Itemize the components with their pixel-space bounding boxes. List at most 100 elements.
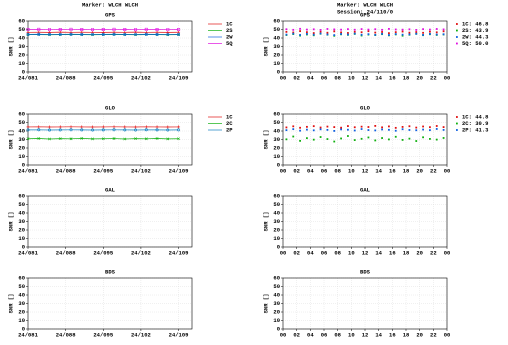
point-marker xyxy=(101,128,105,132)
point-marker xyxy=(155,28,159,31)
scatter-point xyxy=(340,137,342,140)
scatter-point xyxy=(401,28,404,31)
legend-label: 2S xyxy=(226,27,233,34)
point-marker xyxy=(101,137,105,141)
scatter-point xyxy=(435,125,438,127)
y-axis-label: SNR [] xyxy=(262,212,269,232)
scatter-point xyxy=(422,128,424,131)
scatter-point xyxy=(306,31,308,34)
point-marker xyxy=(177,128,181,132)
y-tick-label: 0 xyxy=(22,68,25,75)
y-tick-label: 0 xyxy=(277,243,280,250)
x-tick-label: 16 xyxy=(389,249,396,256)
scatter-point xyxy=(319,30,322,33)
scatter-point xyxy=(299,27,301,30)
scatter-point xyxy=(381,28,383,31)
y-tick-label: 0 xyxy=(22,243,25,250)
point-marker xyxy=(91,128,95,132)
x-tick-label: 10 xyxy=(348,167,355,174)
y-tick-label: 30 xyxy=(18,136,25,143)
scatter-point xyxy=(292,128,295,131)
scatter-point xyxy=(422,28,424,31)
point-marker xyxy=(26,32,30,36)
scatter-point xyxy=(292,125,295,128)
point-marker xyxy=(69,128,73,132)
legend-label: 2S: 43.9 xyxy=(462,27,488,34)
x-tick-label: 06 xyxy=(321,167,328,174)
scatter-point xyxy=(312,138,315,141)
scatter-point xyxy=(408,129,411,131)
scatter-point xyxy=(381,32,383,35)
point-marker xyxy=(58,128,62,132)
chart-title: GPS xyxy=(105,11,116,18)
scatter-point xyxy=(415,31,418,33)
scatter-point xyxy=(306,33,308,35)
y-tick-label: 50 xyxy=(18,201,25,208)
scatter-point xyxy=(326,125,329,128)
plot-frame xyxy=(282,20,448,73)
scatter-point xyxy=(285,28,288,31)
point-marker xyxy=(58,28,62,31)
point-marker xyxy=(166,137,170,141)
legend-label: 1C: 44.8 xyxy=(462,113,489,120)
scatter-point xyxy=(333,130,336,132)
y-tick-label: 50 xyxy=(18,26,25,33)
scatter-point xyxy=(326,33,329,36)
scatter-point xyxy=(319,128,322,131)
scatter-point xyxy=(292,32,295,35)
scatter-point xyxy=(333,126,336,128)
x-tick-label: 16 xyxy=(389,331,396,338)
scatter-point xyxy=(333,140,336,143)
x-tick-label: 18 xyxy=(403,331,410,338)
point-marker xyxy=(48,32,52,36)
x-tick-label: 08 xyxy=(334,74,341,81)
scatter-point xyxy=(340,128,342,131)
point-marker xyxy=(101,125,105,129)
y-tick-label: 10 xyxy=(273,235,280,242)
x-tick-label: 16 xyxy=(389,74,396,81)
scatter-point xyxy=(401,34,404,37)
y-tick-label: 40 xyxy=(273,291,280,298)
y-axis-label: SNR [] xyxy=(7,130,14,150)
scatter-point xyxy=(326,31,329,34)
legend-marker xyxy=(456,42,458,45)
y-tick-label: 30 xyxy=(273,300,280,307)
y-axis-label: SNR [] xyxy=(7,37,14,57)
scatter-point xyxy=(435,28,438,30)
y-axis-label: SNR [] xyxy=(262,294,269,314)
scatter-point xyxy=(401,30,404,33)
scatter-point xyxy=(340,28,342,31)
scatter-point xyxy=(388,32,390,35)
scatter-point xyxy=(299,126,301,129)
scatter-point xyxy=(408,137,411,140)
point-marker xyxy=(80,136,84,140)
y-tick-label: 50 xyxy=(18,119,25,126)
x-tick-label: 24/109 xyxy=(169,249,189,256)
y-tick-label: 40 xyxy=(273,127,280,134)
point-marker xyxy=(80,125,84,129)
scatter-point xyxy=(408,33,411,36)
y-tick-label: 40 xyxy=(18,127,25,134)
legend-marker xyxy=(456,36,458,38)
scatter-point xyxy=(285,30,288,33)
point-marker xyxy=(123,125,127,129)
scatter-point xyxy=(381,137,383,139)
scatter-point xyxy=(353,28,356,31)
x-tick-label: 02 xyxy=(293,74,300,81)
y-tick-label: 60 xyxy=(18,274,25,281)
y-tick-label: 20 xyxy=(18,308,25,315)
scatter-point xyxy=(381,128,383,131)
x-tick-label: 24/081 xyxy=(18,167,39,174)
scatter-point xyxy=(429,30,431,33)
right-title: Marker: WLCH WLCH xyxy=(337,1,393,8)
point-marker xyxy=(177,32,181,36)
point-marker xyxy=(69,137,73,141)
chart-title: GAL xyxy=(360,186,371,193)
scatter-point xyxy=(388,138,390,141)
y-tick-label: 40 xyxy=(18,34,25,41)
scatter-point xyxy=(312,28,315,31)
point-marker xyxy=(134,137,137,141)
x-tick-label: 08 xyxy=(334,167,341,174)
point-marker xyxy=(166,125,170,129)
left-title: Marker: WLCH WLCH xyxy=(82,1,138,8)
